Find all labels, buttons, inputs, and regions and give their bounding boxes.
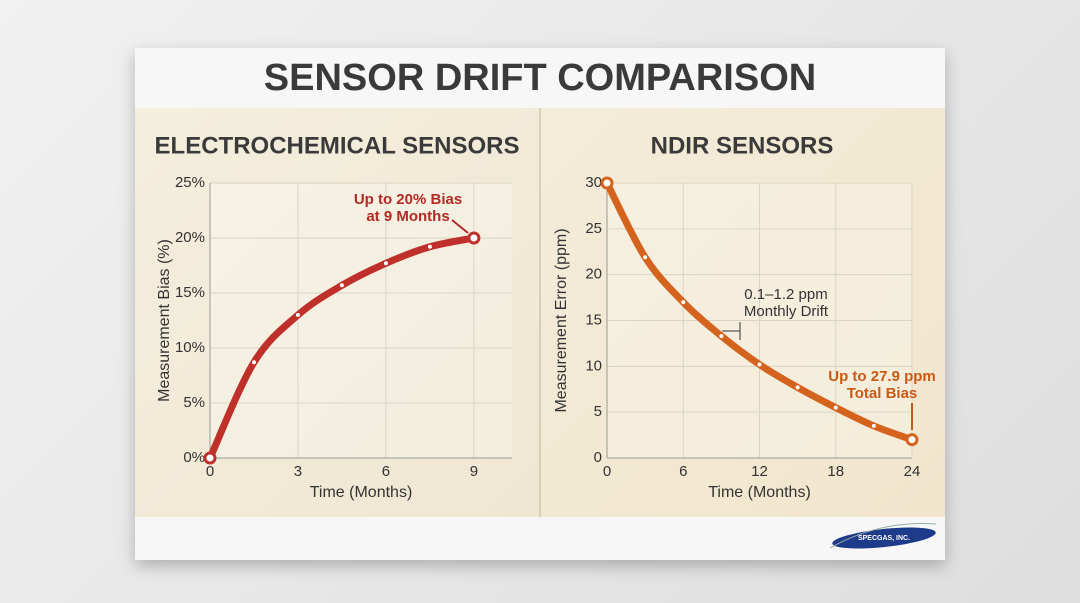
y-tick-label: 5 [594, 403, 602, 420]
y-tick-label: 10 [585, 357, 602, 374]
y-tick-label: 5% [183, 394, 205, 411]
x-axis-title: Time (Months) [708, 484, 811, 501]
data-point [382, 260, 389, 267]
y-tick-label: 10% [175, 339, 205, 356]
data-point [250, 359, 257, 366]
chart-title: ELECTROCHEMICAL SENSORS [155, 132, 520, 159]
annotation: Monthly Drift [744, 303, 829, 320]
y-tick-label: 0 [594, 449, 602, 466]
y-axis-title: Measurement Bias (%) [156, 239, 173, 402]
x-tick-label: 18 [827, 463, 844, 480]
y-tick-label: 20% [175, 229, 205, 246]
data-point [870, 422, 877, 429]
x-tick-label: 6 [382, 463, 390, 480]
x-tick-label: 12 [751, 463, 768, 480]
data-point [294, 312, 301, 318]
x-axis-title: Time (Months) [310, 484, 413, 501]
annotation: Up to 27.9 ppm [828, 368, 936, 385]
data-point [680, 299, 687, 306]
data-point [467, 231, 481, 245]
annotation: Up to 20% Bias [354, 191, 462, 208]
data-point [718, 333, 725, 340]
data-point [203, 451, 217, 465]
y-tick-label: 30 [585, 174, 602, 191]
y-axis-title: Measurement Error (ppm) [553, 228, 570, 412]
annotation: 0.1–1.2 ppm [744, 286, 827, 303]
x-tick-label: 9 [470, 463, 478, 480]
x-tick-label: 0 [603, 463, 611, 480]
data-point [756, 361, 763, 368]
y-tick-label: 15 [585, 311, 602, 328]
logo-mark [832, 527, 936, 549]
annotation-arrow [722, 322, 741, 340]
y-tick-label: 25% [175, 174, 205, 191]
x-tick-label: 0 [206, 463, 214, 480]
annotation: Total Bias [847, 385, 918, 402]
y-tick-label: 25 [585, 220, 602, 237]
x-tick-label: 24 [904, 463, 921, 480]
x-tick-label: 3 [294, 463, 302, 480]
x-tick-label: 6 [679, 463, 687, 480]
chart-title: NDIR SENSORS [651, 132, 834, 159]
logo-text: SPECGAS, INC. [858, 535, 910, 542]
data-point [794, 384, 801, 391]
annotation: at 9 Months [366, 208, 449, 225]
data-point [338, 282, 345, 289]
y-tick-label: 20 [585, 266, 602, 283]
y-tick-label: 0% [183, 449, 205, 466]
plot-area [210, 183, 512, 458]
data-point [642, 254, 649, 261]
data-point [905, 433, 919, 447]
y-tick-label: 15% [175, 284, 205, 301]
logo-swoosh [829, 523, 937, 549]
annotation-arrow [451, 219, 469, 234]
data-point [832, 404, 839, 411]
data-point [426, 243, 433, 250]
page-title: SENSOR DRIFT COMPARISON [264, 57, 816, 99]
data-point [600, 176, 614, 190]
left-panel [135, 108, 540, 517]
